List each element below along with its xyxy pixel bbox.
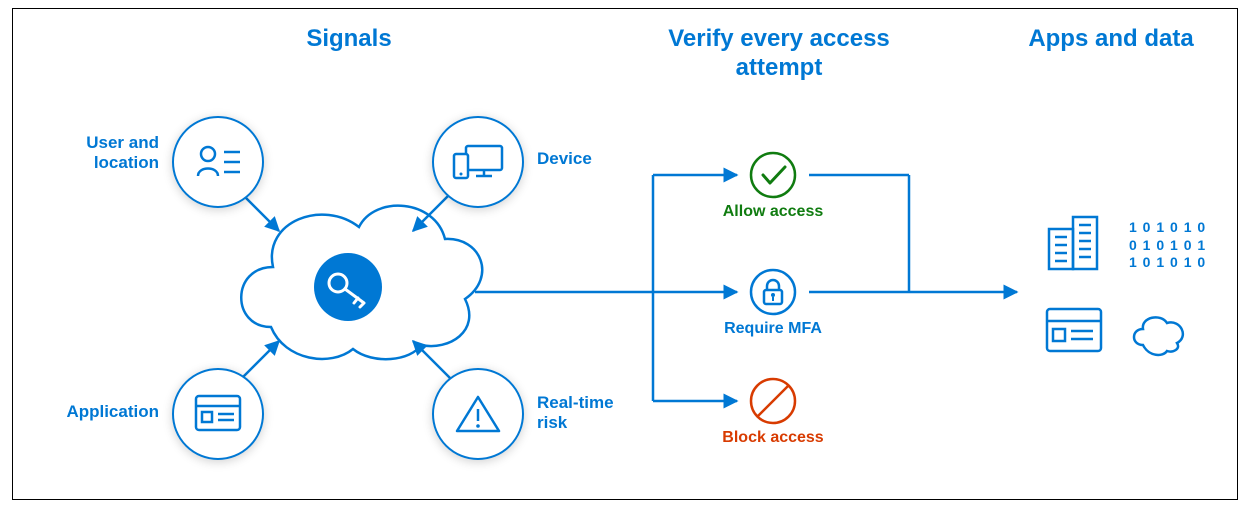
signal-user-location: [172, 116, 264, 208]
signal-device: [432, 116, 524, 208]
device-icon: [452, 142, 504, 182]
signal-realtime-risk: [432, 368, 524, 460]
binary-data-icon: 1 0 1 0 1 0 0 1 0 1 0 1 1 0 1 0 1 0: [1129, 219, 1206, 272]
label-user-location: User and location: [49, 133, 159, 174]
app-window-icon: [194, 394, 242, 434]
user-list-icon: [194, 142, 242, 182]
diagram-frame: Signals Verify every access attempt Apps…: [12, 8, 1238, 500]
block-circle-icon: [751, 379, 795, 423]
label-allow-access: Allow access: [693, 203, 853, 221]
label-device: Device: [537, 149, 637, 169]
label-require-mfa: Require MFA: [693, 320, 853, 338]
label-block-access: Block access: [693, 429, 853, 447]
signal-application: [172, 368, 264, 460]
label-realtime-risk: Real-time risk: [537, 393, 637, 434]
warning-icon: [455, 393, 501, 435]
cloud-key-badge: [314, 253, 382, 321]
lock-person-icon: [751, 270, 795, 314]
cloud-small-icon: [1134, 317, 1183, 355]
label-application: Application: [49, 402, 159, 422]
check-circle-icon: [751, 153, 795, 197]
building-icon: [1049, 217, 1097, 269]
browser-card-icon: [1047, 309, 1101, 351]
